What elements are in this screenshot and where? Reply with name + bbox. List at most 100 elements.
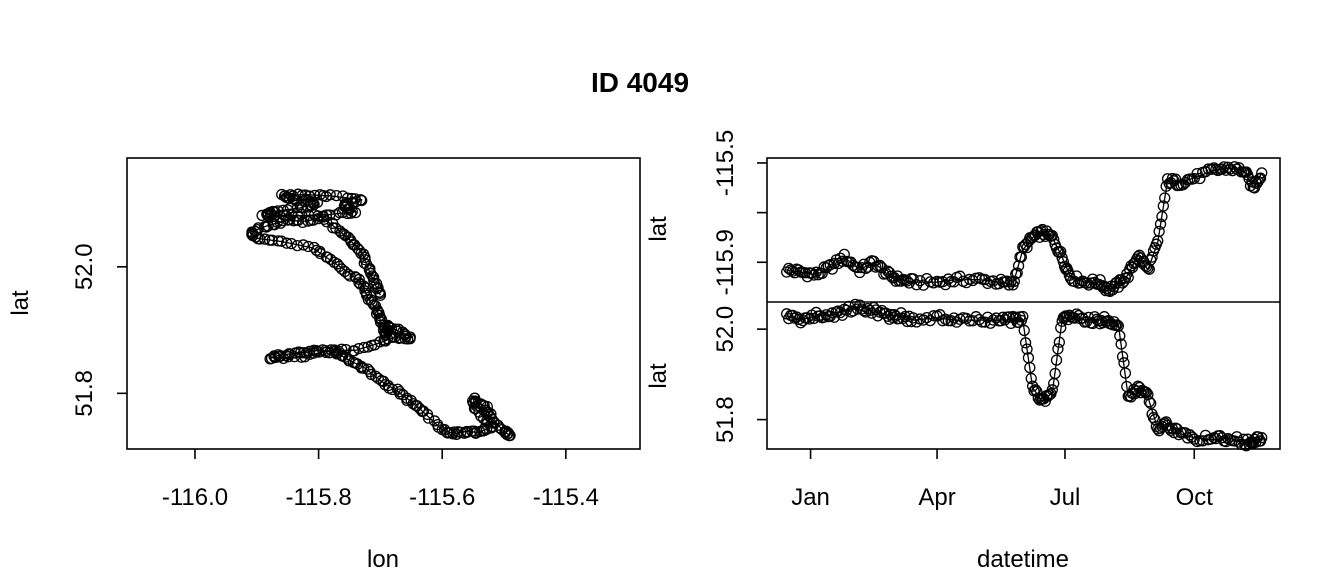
series-point-lat (1197, 435, 1209, 447)
series-point-lat (1114, 330, 1126, 342)
gps-point (277, 352, 290, 365)
series-line-lat (786, 305, 1263, 443)
series-point-lat (942, 315, 954, 327)
series-point-lon (836, 255, 848, 267)
left-x-tick-label: -115.6 (409, 484, 475, 511)
series-point-lat (1012, 316, 1025, 329)
series-point-lon (1159, 192, 1171, 204)
right-x-tick-label: Apr (918, 484, 955, 511)
right-x-axis-label: datetime (977, 546, 1069, 573)
series-point-lon (1194, 172, 1206, 185)
gps-point (336, 343, 348, 355)
series-point-lat (1111, 319, 1123, 331)
series-point-lat (1010, 311, 1022, 323)
left-y-tick-label: 51.8 (71, 370, 98, 417)
right-top-y-axis-label: lat (645, 216, 672, 242)
series-point-lon (1055, 246, 1067, 258)
right-x-tick-label: Jan (791, 484, 830, 511)
right-x-tick-label: Oct (1176, 484, 1214, 511)
series-point-lon (1161, 173, 1174, 185)
series-point-lon (1038, 228, 1050, 241)
series-point-lon (1122, 271, 1134, 284)
gps-point (428, 415, 441, 427)
series-point-lat (1116, 350, 1129, 363)
series-point-lon (982, 277, 994, 290)
series-point-lat (1239, 439, 1251, 451)
series-point-lon (1060, 263, 1072, 275)
left-y-tick-label: 52.0 (71, 243, 98, 290)
gps-point (377, 319, 389, 332)
series-point-lat (1053, 336, 1065, 348)
series-point-lat (973, 313, 985, 326)
gps-point (297, 239, 310, 251)
gps-point (264, 353, 276, 365)
series-point-lat (917, 314, 930, 326)
figure-title: ID 4049 (591, 67, 689, 98)
series-point-lat (1024, 361, 1036, 374)
gps-point (281, 237, 293, 249)
right-y-tick-label: 52.0 (712, 306, 739, 353)
gps-point (314, 189, 326, 201)
series-point-lat (1018, 324, 1030, 337)
series-point-lon (1256, 167, 1268, 179)
series-point-lat (927, 310, 940, 322)
series-point-lon (1156, 210, 1168, 223)
gps-point (360, 287, 373, 299)
series-point-lon (1008, 275, 1021, 287)
series-point-lat (1050, 354, 1063, 366)
right-y-tick-label: -115.9 (712, 229, 739, 295)
series-point-lon (1142, 262, 1154, 274)
gps-point (308, 347, 320, 359)
series-point-lat (1256, 432, 1268, 444)
series-point-lat (1019, 337, 1032, 349)
series-point-lat (1119, 367, 1132, 379)
series-point-lat (1003, 311, 1015, 323)
gps-point (256, 209, 268, 222)
series-point-lon (907, 273, 919, 285)
series-point-lon (937, 276, 949, 288)
series-point-lat (791, 311, 803, 323)
gps-point (358, 341, 370, 354)
left-axes: -116.0 -115.8 -115.6 -115.4 51.8 52.0 (71, 243, 599, 511)
series-point-lon (1157, 200, 1169, 212)
gps-point (332, 345, 345, 357)
series-point-lat (1188, 433, 1200, 445)
right-series (781, 161, 1268, 452)
gps-point (299, 189, 311, 201)
series-point-lat (1143, 396, 1155, 408)
gps-point (261, 208, 273, 220)
gps-point (466, 425, 478, 437)
series-point-lat (1017, 310, 1029, 323)
left-x-tick-label: -115.4 (533, 484, 599, 511)
left-x-tick-label: -115.8 (285, 484, 351, 511)
gps-point (391, 383, 404, 395)
right-timeseries-panel: Jan Apr Jul Oct -115.5 -115.9 51.8 52.0 datetim… (645, 130, 1281, 573)
gps-point (337, 190, 349, 202)
series-point-lat (1083, 311, 1095, 324)
left-scatter-panel: -116.0 -115.8 -115.6 -115.4 51.8 52.0 lon lat (7, 157, 641, 573)
series-point-lon (960, 276, 973, 289)
series-point-lon (810, 266, 822, 278)
gps-point (432, 418, 444, 431)
gps-point (469, 395, 481, 407)
series-point-lat (834, 307, 846, 319)
series-point-lat (1052, 343, 1064, 355)
gps-point (469, 403, 482, 415)
series-point-lat (1063, 309, 1076, 321)
gps-point (362, 363, 374, 375)
gps-point (249, 225, 261, 238)
gps-point (349, 271, 361, 283)
series-point-lon (826, 263, 838, 275)
series-point-lat (1046, 384, 1058, 396)
gps-point (467, 397, 480, 409)
series-point-lon (1011, 267, 1023, 279)
series-point-lon (1254, 172, 1267, 184)
gps-point (320, 216, 333, 228)
gps-point (302, 240, 314, 253)
right-bottom-y-axis-label: lat (645, 363, 672, 389)
left-x-tick-label: -116.0 (162, 484, 228, 511)
gps-point (372, 282, 384, 294)
series-point-lat (1008, 312, 1021, 325)
series-point-lat (1049, 367, 1061, 380)
gps-point (308, 241, 320, 254)
